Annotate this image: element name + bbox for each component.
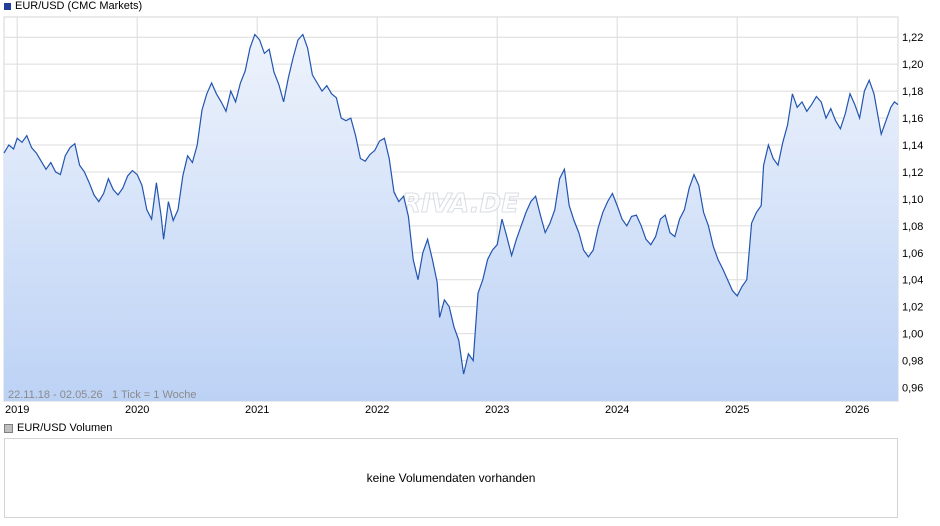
x-tick-label: 2024 xyxy=(605,404,629,416)
y-tick-label: 1,04 xyxy=(902,275,923,287)
price-area-fill xyxy=(4,34,898,401)
price-legend: EUR/USD (CMC Markets) xyxy=(4,0,142,12)
price-legend-label: EUR/USD (CMC Markets) xyxy=(15,0,143,12)
y-tick-label: 1,14 xyxy=(902,140,923,152)
volume-legend: EUR/USD Volumen xyxy=(4,422,112,434)
volume-empty-message: keine Volumendaten vorhanden xyxy=(366,471,536,485)
x-tick-label: 2025 xyxy=(725,404,749,416)
x-tick-label: 2019 xyxy=(5,404,29,416)
y-tick-label: 1,12 xyxy=(902,167,923,179)
tick-info: 1 Tick = 1 Woche xyxy=(112,389,196,401)
y-tick-label: 0,98 xyxy=(902,356,923,368)
y-tick-label: 1,00 xyxy=(902,329,923,341)
x-tick-label: 2023 xyxy=(485,404,509,416)
date-range-info: 22.11.18 - 02.05.26 xyxy=(8,389,103,401)
y-tick-label: 0,96 xyxy=(902,383,923,395)
volume-legend-swatch xyxy=(4,423,13,433)
y-tick-label: 1,08 xyxy=(902,221,923,233)
price-series-line xyxy=(3,33,899,375)
y-tick-label: 1,10 xyxy=(902,194,923,206)
x-tick-label: 2020 xyxy=(125,404,149,416)
x-tick-label: 2022 xyxy=(365,404,389,416)
y-tick-label: 1,18 xyxy=(902,86,923,98)
volume-legend-label: EUR/USD Volumen xyxy=(17,422,113,434)
y-tick-label: 1,02 xyxy=(902,302,923,314)
x-tick-label: 2021 xyxy=(245,404,269,416)
y-axis-labels: 0,96 0,98 1,00 1,02 1,04 1,06 1,08 1,10 1,12 1,14… xyxy=(902,32,923,394)
y-tick-label: 1,06 xyxy=(902,248,923,260)
x-axis-labels: 2019 2020 2021 2022 2023 2024 2025 2026 xyxy=(5,404,869,416)
y-tick-label: 1,22 xyxy=(902,32,923,44)
price-legend-swatch xyxy=(4,2,11,10)
volume-panel: keine Volumendaten vorhanden xyxy=(4,438,898,518)
x-tick-label: 2026 xyxy=(845,404,869,416)
y-tick-label: 1,16 xyxy=(902,113,923,125)
y-tick-label: 1,20 xyxy=(902,59,923,71)
